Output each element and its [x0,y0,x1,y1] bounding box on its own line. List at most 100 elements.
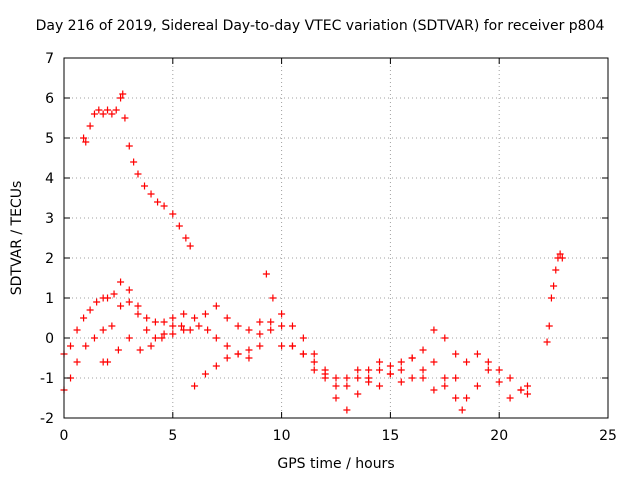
data-point [147,342,155,350]
data-point [506,394,514,402]
data-point [332,394,340,402]
data-point [99,326,107,334]
data-point [119,90,127,98]
data-point [82,138,90,146]
data-point [441,382,449,390]
data-point [180,326,188,334]
series-trace-c [99,318,466,414]
data-point [204,326,212,334]
data-point [354,390,362,398]
data-point [90,334,98,342]
data-point [117,94,125,102]
data-point [186,326,194,334]
data-point [104,294,112,302]
y-tick-label: 1 [45,291,54,307]
data-point [191,314,199,322]
data-point [267,318,275,326]
data-point [332,374,340,382]
data-point [151,318,159,326]
data-point [67,342,75,350]
data-point [278,342,286,350]
data-point [191,382,199,390]
data-point [288,342,296,350]
data-point [267,326,275,334]
data-point [158,334,166,342]
data-point [201,310,209,318]
series-trace-b [60,270,531,414]
data-point [397,366,405,374]
data-point [117,302,125,310]
x-tick-label: 0 [60,428,69,444]
data-point [73,358,81,366]
data-point [386,362,394,370]
data-point [376,358,384,366]
y-tick-label: 4 [45,171,54,187]
data-point [517,386,525,394]
data-point [452,350,460,358]
data-point [310,350,318,358]
data-point [169,322,177,330]
data-point [343,406,351,414]
data-point [80,134,88,142]
data-point [419,346,427,354]
y-tick-label: 5 [45,131,54,147]
data-point [419,366,427,374]
x-tick-label: 20 [490,428,508,444]
data-point [134,310,142,318]
data-point [117,278,125,286]
y-tick-label: 6 [45,91,54,107]
axis-ticks: 0 5 10 15 20 25 -2 -1 0 1 2 3 4 5 6 7 [40,51,617,444]
data-point [354,374,362,382]
series-upper-arc [80,90,194,250]
data-point [175,222,183,230]
data-point [212,334,220,342]
data-series [60,90,566,414]
data-point [178,322,186,330]
data-point [495,378,503,386]
data-point [310,366,318,374]
data-point [86,306,94,314]
data-point [104,106,112,114]
data-point [441,374,449,382]
data-point [376,366,384,374]
data-point [212,302,220,310]
x-tick-label: 10 [273,428,291,444]
data-point [484,358,492,366]
data-point [278,322,286,330]
plot-frame [63,57,609,419]
y-tick-label: 2 [45,251,54,267]
data-point [288,322,296,330]
data-point [234,350,242,358]
data-point [80,314,88,322]
data-point [147,190,155,198]
data-point [523,382,531,390]
x-tick-label: 5 [168,428,177,444]
data-point [556,250,564,258]
data-point [523,390,531,398]
data-point [552,266,560,274]
data-point [86,122,94,130]
data-point [484,366,492,374]
data-point [558,254,566,262]
data-point [169,210,177,218]
data-point [125,142,133,150]
data-point [463,358,471,366]
data-point [419,374,427,382]
data-point [141,182,149,190]
data-point [452,394,460,402]
data-point [343,374,351,382]
data-point [354,366,362,374]
data-point [473,350,481,358]
data-point [386,370,394,378]
data-point [169,330,177,338]
data-point [278,310,286,318]
data-point [223,354,231,362]
data-point [430,386,438,394]
data-point [343,382,351,390]
y-tick-label: -2 [40,411,54,427]
data-point [408,354,416,362]
data-point [125,286,133,294]
data-point [143,326,151,334]
data-point [408,374,416,382]
data-point [93,298,101,306]
